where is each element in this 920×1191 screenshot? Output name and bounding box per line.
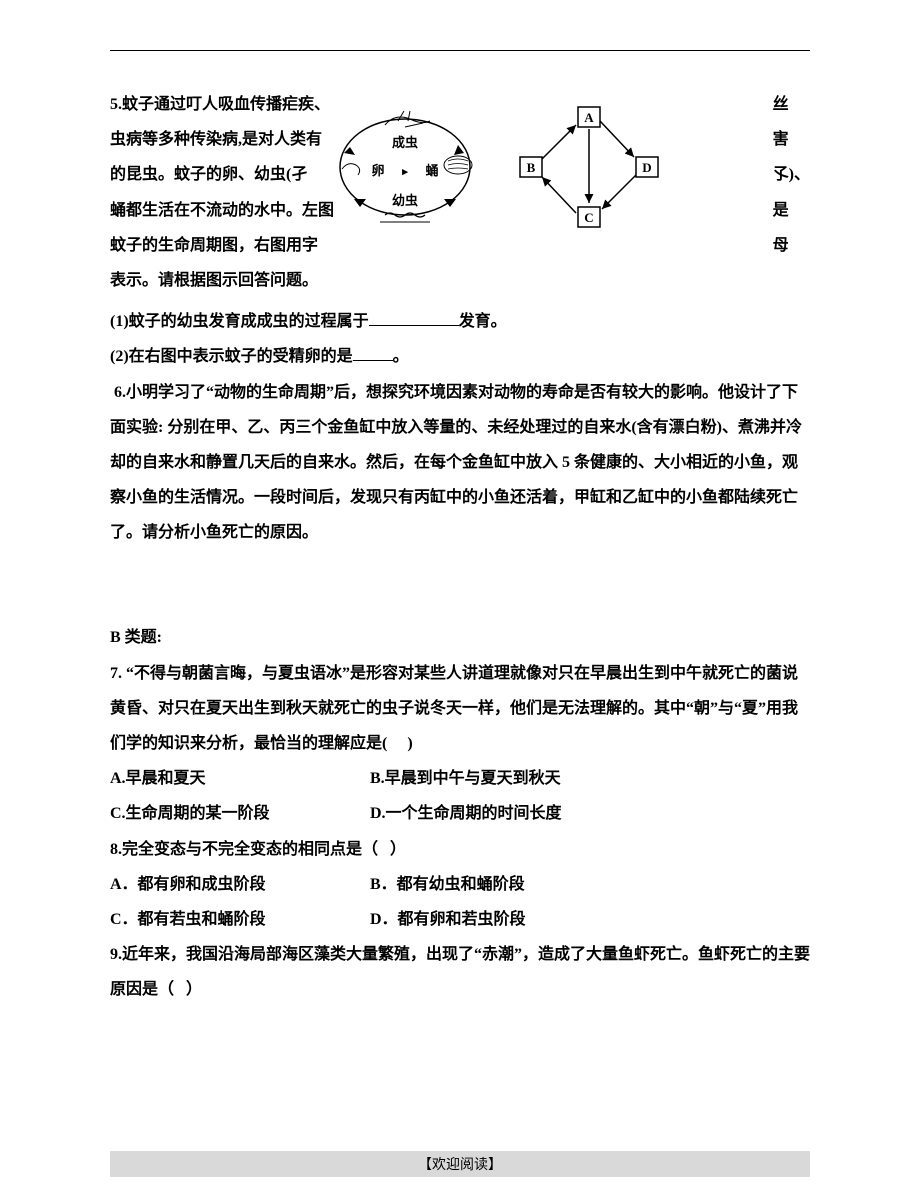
q8-opt-a: A．都有卵和成虫阶段 (110, 867, 370, 902)
q8-options-row2: C．都有若虫和蛹阶段D．都有卵和若虫阶段 (110, 902, 810, 937)
q5-sub2: (2)在右图中表示蚊子的受精卵的是 。 (110, 339, 810, 374)
q5-sub1-post: 发育。 (459, 313, 507, 330)
q7-options-row2: C.生命周期的某一阶段D.一个生命周期的时间长度 (110, 796, 810, 831)
q7-options-row1: A.早晨和夏天B.早晨到中午与夏天到秋天 (110, 761, 810, 796)
blank-2 (353, 345, 393, 361)
label-pupa-indicator: ▸ (401, 166, 408, 178)
question-7: 7. “不得与朝菌言晦，与夏虫语冰”是形容对某些人讲道理就像对只在早晨出生到中午… (110, 656, 810, 762)
lifecycle-diagram: 成虫 卵 ▸ 蛹 幼虫 (340, 111, 472, 222)
q5-r1: 丝 (773, 87, 810, 122)
letter-diagram: A B C D (520, 107, 658, 227)
q8-options-row1: A．都有卵和成虫阶段B．都有幼虫和蛹阶段 (110, 867, 810, 902)
q5-sub2-pre: (2)在右图中表示蚊子的受精卵的是 (110, 348, 353, 365)
q7-opt-b: B.早晨到中午与夏天到秋天 (370, 761, 561, 796)
q5-r2: 害 (773, 122, 810, 157)
question-9: 9.近年来，我国沿海局部海区藻类大量繁殖，出现了“赤潮”，造成了大量鱼虾死亡。鱼… (110, 937, 810, 1007)
q5-line-6: 表示。请根据图示回答问题。 (110, 263, 334, 298)
label-egg: 卵 (371, 163, 384, 178)
top-rule (110, 50, 810, 51)
q8-opt-b: B．都有幼虫和蛹阶段 (370, 867, 525, 902)
q7-opt-a: A.早晨和夏天 (110, 761, 370, 796)
question-8: 8.完全变态与不完全变态的相同点是（ ） (110, 832, 810, 867)
svg-text:D: D (642, 160, 651, 175)
q5-left-text: 5.蚊子通过叮人吸血传播疟疾、 虫病等多种传染病,是对人类有 的昆虫。蚊子的卵、… (110, 87, 334, 298)
q7-opt-c: C.生命周期的某一阶段 (110, 796, 370, 831)
answer-space (110, 550, 810, 620)
section-b-header: B 类题: (110, 620, 810, 655)
svg-text:C: C (584, 210, 593, 225)
q8-opt-c: C．都有若虫和蛹阶段 (110, 902, 370, 937)
svg-text:B: B (527, 160, 536, 175)
q5-line-1: 5.蚊子通过叮人吸血传播疟疾、 (110, 87, 334, 122)
label-larva: 幼虫 (392, 193, 418, 208)
q5-sub1-pre: (1)蚊子的幼虫发育成成虫的过程属于 (110, 313, 369, 330)
q5-sub2-post: 。 (393, 348, 409, 365)
q5-r3: 孓)、 (773, 157, 810, 192)
q5-right-chars: 丝 害 孓)、 是 母 (773, 87, 810, 263)
question-6: 6.小明学习了“动物的生命周期”后，想探究环境因素对动物的寿命是否有较大的影响。… (110, 375, 810, 551)
blank-1 (369, 310, 459, 326)
svg-text:A: A (584, 110, 594, 125)
q8-opt-d: D．都有卵和若虫阶段 (370, 902, 526, 937)
label-adult: 成虫 (392, 135, 418, 150)
q5-r4: 是 (773, 193, 810, 228)
q5-line-4: 蛹都生活在不流动的水中。左图 (110, 193, 334, 228)
q5-sub1: (1)蚊子的幼虫发育成成虫的过程属于 发育。 (110, 304, 810, 339)
q7-opt-d: D.一个生命周期的时间长度 (370, 796, 562, 831)
q5-line-5: 蚊子的生命周期图，右图用字 (110, 228, 334, 263)
footer-text: 【欢迎阅读】 (110, 1151, 810, 1177)
q5-r5: 母 (773, 228, 810, 263)
question-5: 5.蚊子通过叮人吸血传播疟疾、 虫病等多种传染病,是对人类有 的昆虫。蚊子的卵、… (110, 87, 810, 298)
label-pupa: 蛹 (425, 163, 438, 178)
q5-line-2: 虫病等多种传染病,是对人类有 (110, 122, 334, 157)
q5-diagrams: 成虫 卵 ▸ 蛹 幼虫 (330, 97, 670, 247)
q5-line-3: 的昆虫。蚊子的卵、幼虫(孑 (110, 157, 334, 192)
page-footer: 【欢迎阅读】 (0, 1151, 920, 1177)
